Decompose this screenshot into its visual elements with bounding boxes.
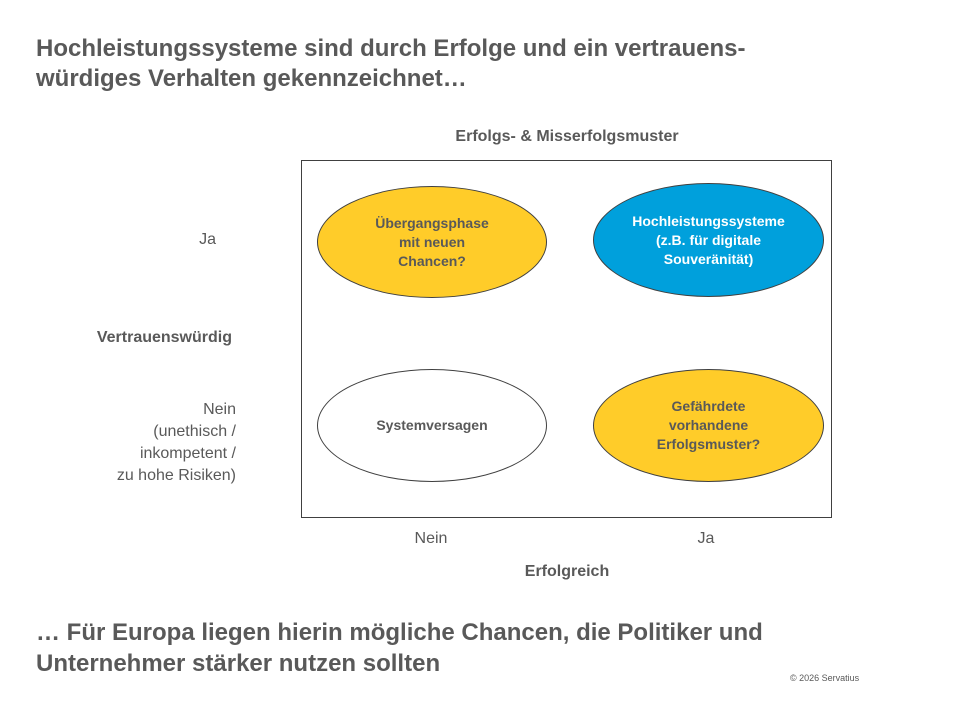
y-axis-title: Vertrauenswürdig [96,329,232,346]
y-axis-bottom-label-line: inkompetent / [139,445,236,462]
copyright-notice: © 2026 Servatius [790,673,860,683]
quadrant-text: Systemversagen [376,417,488,433]
quadrant-top-left-ellipse: Übergangsphase mit neuen Chancen? [317,186,547,298]
page-title-line-2: würdiges Verhalten gekennzeichnet… [36,65,467,92]
matrix-frame [301,160,832,518]
x-axis-right-label: Ja [697,530,715,547]
y-axis-bottom-label-line: zu hohe Risiken) [116,467,236,484]
quadrant-text: Souveränität) [663,250,754,267]
quadrant-text: vorhandene [668,417,749,433]
y-axis-bottom-label: Nein (unethisch / inkompetent / zu hohe … [60,399,236,487]
y-axis-top-label: Ja [199,231,216,248]
conclusion-line-1: … Für Europa liegen hierin mögliche Chan… [36,619,763,646]
quadrant-text: mit neuen [398,233,466,250]
quadrant-bottom-right-ellipse: Gefährdete vorhandene Erfolgsmuster? [593,369,824,482]
quadrant-text: Übergangsphase [375,214,489,231]
quadrant-text: Gefährdete [671,398,746,414]
quadrant-text: Erfolgsmuster? [656,436,761,452]
conclusion-text: … Für Europa liegen hierin mögliche Chan… [36,617,916,679]
page-title-line-1: Hochleistungssysteme sind durch Erfolge … [36,35,746,62]
y-axis-bottom-label-line: (unethisch / [153,423,236,440]
conclusion-line-2: Unternehmer stärker nutzen sollten [36,650,441,677]
page-title: Hochleistungssysteme sind durch Erfolge … [36,34,916,94]
quadrant-bottom-left-ellipse: Systemversagen [317,369,547,482]
y-axis-bottom-label-line: Nein [203,401,236,418]
quadrant-text: Chancen? [398,252,466,269]
matrix-title: Erfolgs- & Misserfolgsmuster [455,128,679,145]
x-axis-title: Erfolgreich [524,563,610,580]
x-axis-left-label: Nein [414,530,448,547]
quadrant-top-right-ellipse: Hochleistungssysteme (z.B. für digitale … [593,183,824,297]
quadrant-text: (z.B. für digitale [656,231,761,248]
quadrant-text: Hochleistungssysteme [632,212,785,229]
